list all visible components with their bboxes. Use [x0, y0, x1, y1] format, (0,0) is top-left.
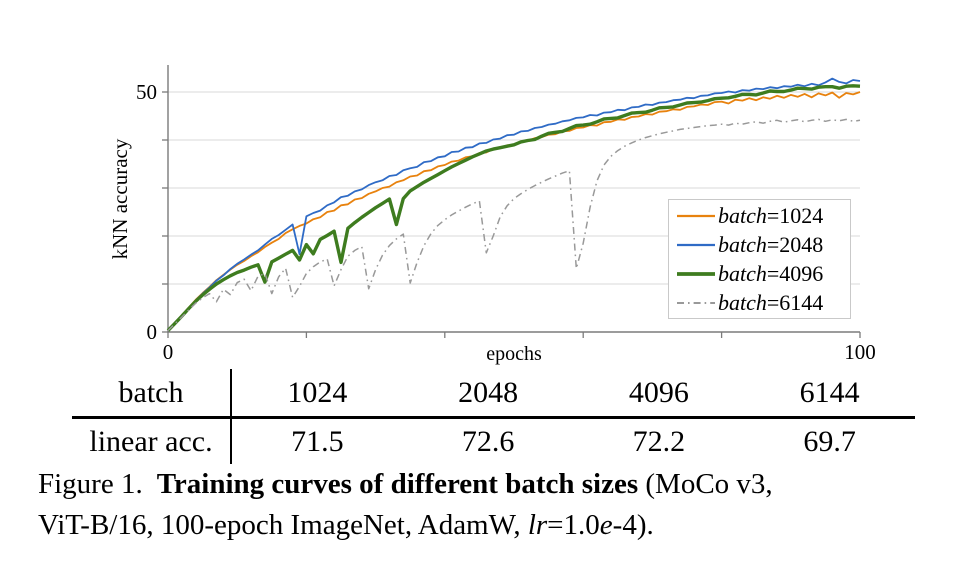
table-cell: 72.6	[461, 424, 515, 458]
legend-label: batch=4096	[718, 260, 824, 286]
table-cell: 2048	[458, 375, 519, 409]
legend-label: batch=2048	[718, 231, 824, 257]
table-cell: 6144	[799, 375, 860, 409]
y-axis-label: kNN accuracy	[108, 138, 132, 259]
x-tick-label-0: 0	[163, 340, 174, 364]
caption-line-2: ViT-B/16, 100-epoch ImageNet, AdamW, lr=…	[38, 509, 654, 541]
training-chart: 0 50 0 100 epochs kNN accuracy	[108, 65, 876, 365]
table-row-linear-acc: linear acc. 71.5 72.6 72.2 69.7	[72, 419, 915, 464]
chart-legend: batch=1024 batch=2048 batch=4096 batch=6…	[668, 199, 851, 319]
series-line-batch=4096	[166, 84, 861, 332]
figure-caption: Figure 1. Training curves of different ba…	[38, 464, 968, 546]
legend-label: batch=6144	[718, 289, 824, 315]
table-cell: 4096	[628, 375, 689, 409]
legend-item-batch-4096: batch=4096	[669, 259, 850, 288]
series-line-batch=6144	[167, 118, 861, 332]
legend-line-sample-green	[676, 270, 716, 278]
table-cell: 69.7	[803, 424, 856, 458]
table-rule	[72, 416, 915, 419]
y-tick-label-50: 50	[136, 80, 157, 104]
table-cell: 72.2	[632, 424, 686, 458]
legend-line-sample-blue	[676, 241, 716, 249]
legend-line-sample-gray	[676, 299, 716, 307]
batch-accuracy-table: batch 1024 2048 4096 6144 linear acc. 71…	[72, 369, 915, 464]
table-row-label: linear acc.	[72, 419, 232, 464]
legend-line-sample-orange	[676, 212, 716, 220]
x-tick-label-100: 100	[844, 340, 876, 364]
table-cell: 71.5	[291, 424, 344, 458]
x-axis-label: epochs	[486, 343, 542, 365]
legend-item-batch-1024: batch=1024	[669, 201, 850, 230]
y-tick-label-0: 0	[147, 320, 158, 344]
caption-line-1: Figure 1. Training curves of different ba…	[38, 468, 773, 500]
table-row-label: batch	[72, 369, 232, 416]
legend-item-batch-2048: batch=2048	[669, 230, 850, 259]
table-cell: 1024	[287, 375, 348, 409]
table-row-batch: batch 1024 2048 4096 6144	[72, 369, 915, 416]
series-line-batch=2048	[167, 77, 861, 332]
legend-item-batch-6144: batch=6144	[669, 288, 850, 317]
legend-label: batch=1024	[718, 202, 824, 228]
